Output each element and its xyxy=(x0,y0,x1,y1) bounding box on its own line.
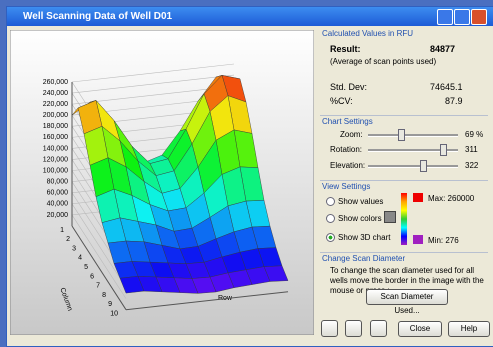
x-tick-label: 8 xyxy=(102,292,106,299)
x-tick-label: 5 xyxy=(84,264,88,271)
x-tick-label: 1 xyxy=(60,227,64,234)
maximize-button[interactable] xyxy=(454,9,470,25)
y-tick-label: 200,000 xyxy=(43,112,68,119)
help-button[interactable]: Help xyxy=(448,321,490,337)
divider xyxy=(320,180,488,181)
rotation-label: Rotation: xyxy=(330,145,363,154)
elevation-slider[interactable] xyxy=(368,165,458,168)
color-button[interactable] xyxy=(384,211,396,223)
x-axis xyxy=(71,225,127,310)
y-tick-label: 20,000 xyxy=(47,212,69,219)
y-tick-label: 60,000 xyxy=(47,190,69,197)
close-button[interactable]: Close xyxy=(398,321,442,337)
y-tick-label: 80,000 xyxy=(47,179,69,186)
result-label: Result: xyxy=(330,44,361,54)
radio[interactable] xyxy=(326,197,335,206)
minimize-button[interactable] xyxy=(437,9,453,25)
zoom-slider[interactable] xyxy=(368,134,458,137)
radio[interactable] xyxy=(326,214,335,223)
slider-thumb[interactable] xyxy=(440,144,447,156)
grid-line xyxy=(71,63,235,83)
y-tick-label: 240,000 xyxy=(43,90,68,97)
section-heading: View Settings xyxy=(322,182,371,191)
std-value: 74645.1 xyxy=(430,82,463,92)
max-swatch xyxy=(413,193,423,202)
x-tick-label: 6 xyxy=(90,273,94,280)
grid-line xyxy=(71,214,127,299)
print-button[interactable] xyxy=(345,320,362,337)
std-label: Std. Dev: xyxy=(330,82,368,92)
zoom-label: Zoom: xyxy=(340,130,363,139)
y-tick-label: 260,000 xyxy=(43,79,68,86)
option-label[interactable]: Show values xyxy=(338,197,384,206)
x-tick-label: 9 xyxy=(108,301,112,308)
y-tick-label: 40,000 xyxy=(47,201,69,208)
divider xyxy=(320,252,488,253)
section-heading: Calculated Values in RFU xyxy=(322,29,414,38)
zoom-value: 69 % xyxy=(465,130,484,139)
icon-button[interactable] xyxy=(321,320,338,337)
option-label[interactable]: Show 3D chart xyxy=(338,233,391,242)
y-tick-label: 180,000 xyxy=(43,123,68,130)
y-tick-label: 140,000 xyxy=(43,145,68,152)
z-axis xyxy=(125,291,289,311)
section-heading: Change Scan Diameter xyxy=(322,254,406,263)
divider xyxy=(320,115,488,116)
chart: Column Row 20,00040,00060,00080,000100,0… xyxy=(10,30,314,335)
min-label: Min: 276 xyxy=(428,236,459,245)
grid-line xyxy=(71,74,235,94)
elevation-label: Elevation: xyxy=(330,161,366,170)
color-scale xyxy=(401,193,407,245)
title-bar: Well Scanning Data of Well D01 xyxy=(7,7,493,26)
rotation-value: 311 xyxy=(465,145,478,154)
scan-text: To change the scan diameter used for all… xyxy=(330,266,484,295)
cv-label: %CV: xyxy=(330,96,353,106)
x-tick-label: 10 xyxy=(110,311,118,318)
elevation-value: 322 xyxy=(465,161,479,170)
section-heading: Chart Settings xyxy=(322,117,373,126)
radio-selected[interactable] xyxy=(326,233,335,242)
slider-thumb[interactable] xyxy=(398,129,405,141)
option-label[interactable]: Show colors xyxy=(338,214,382,223)
cv-value: 87.9 xyxy=(445,96,463,106)
close-window-button[interactable] xyxy=(471,9,487,25)
scan-diameter-button[interactable]: Scan Diameter Used... xyxy=(366,289,448,315)
x-tick-label: 4 xyxy=(78,255,82,262)
y-tick-label: 160,000 xyxy=(43,134,68,141)
y-tick-label: 220,000 xyxy=(43,101,68,108)
result-value: 84877 xyxy=(430,44,456,54)
x-tick-label: 3 xyxy=(72,245,76,252)
y-tick-label: 120,000 xyxy=(43,156,68,163)
min-swatch xyxy=(413,235,423,244)
surface-cell xyxy=(119,276,145,294)
max-label: Max: 260000 xyxy=(428,194,475,203)
x-tick-label: 2 xyxy=(66,236,70,243)
grid-line xyxy=(71,203,127,288)
slider-thumb[interactable] xyxy=(420,160,427,172)
save-button[interactable] xyxy=(370,320,387,337)
x-tick-label: 7 xyxy=(96,283,100,290)
window-title: Well Scanning Data of Well D01 xyxy=(23,11,173,22)
y-tick-label: 100,000 xyxy=(43,167,68,174)
rotation-slider[interactable] xyxy=(368,149,458,152)
result-note: (Average of scan points used) xyxy=(330,57,437,66)
